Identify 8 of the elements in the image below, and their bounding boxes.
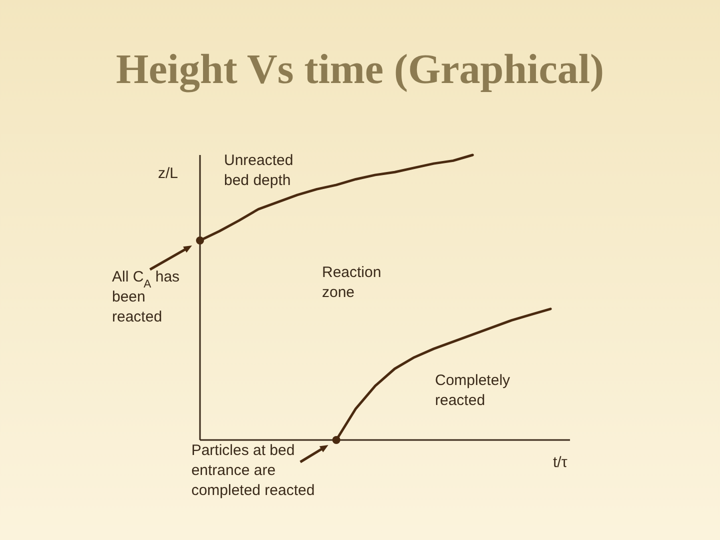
text: Particles at bed entrance are completed reacted xyxy=(191,442,315,499)
text: All C$_{A}$ has been reacted xyxy=(112,268,180,326)
y-axis-title: z/L xyxy=(158,165,178,182)
annotation: Reaction zone xyxy=(322,264,382,301)
x-axis-title: t/τ xyxy=(553,454,568,471)
chart-title: Height Vs time (Graphical) xyxy=(116,47,604,93)
annotation: Completely reacted xyxy=(435,372,511,409)
annotation: Unreacted bed depth xyxy=(224,152,294,189)
